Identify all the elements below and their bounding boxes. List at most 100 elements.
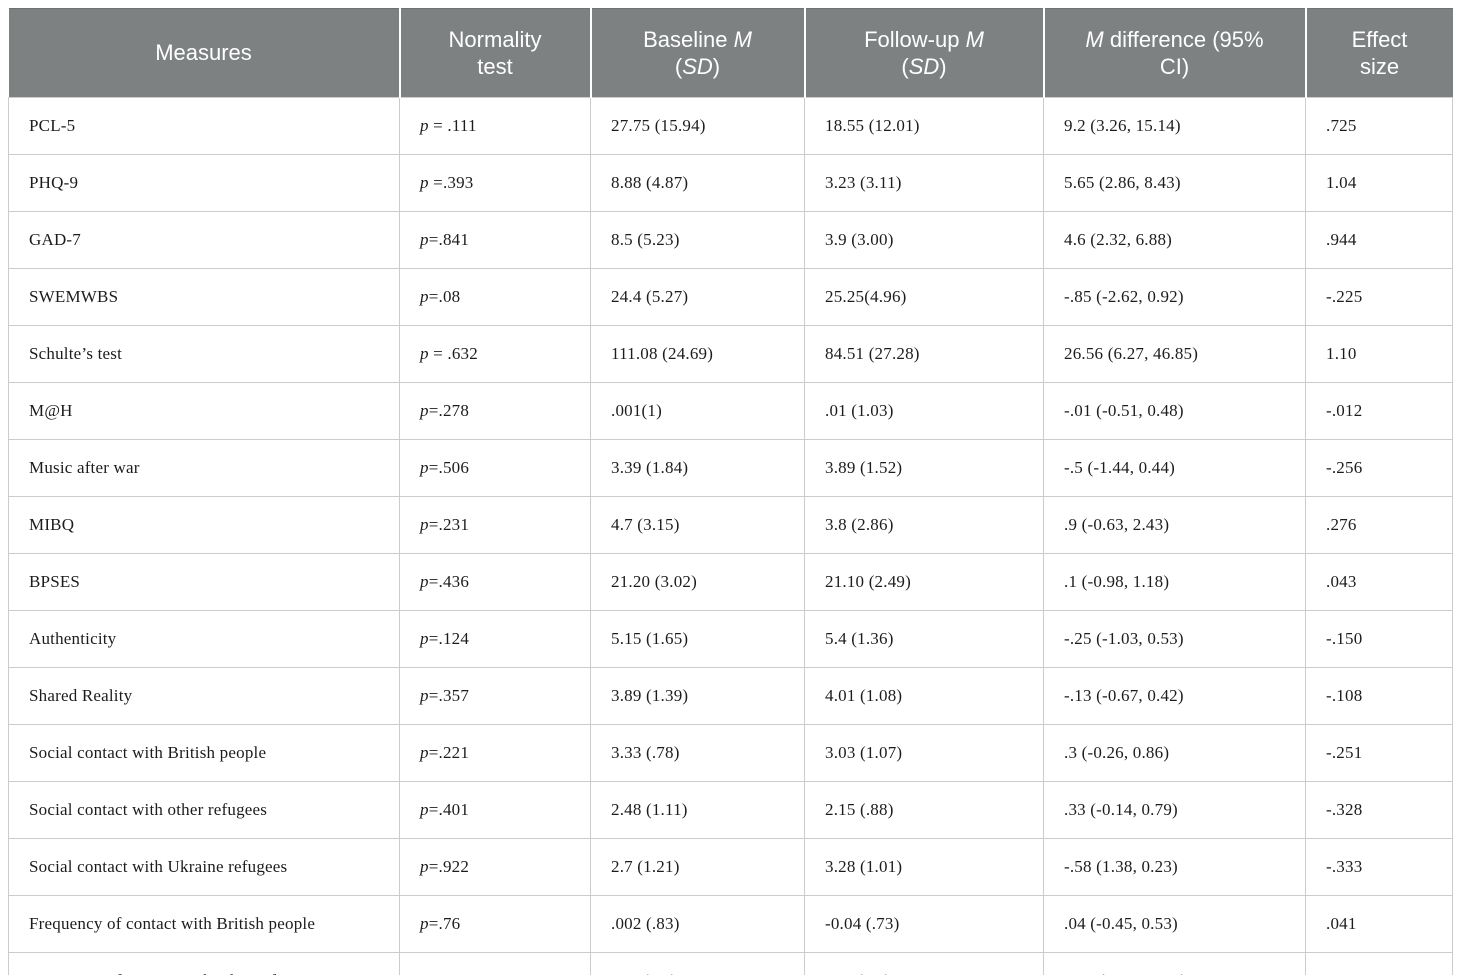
- table-row: Social contact with other refugees p=.401…: [8, 781, 1453, 839]
- header-effect-size: Effect size: [1304, 8, 1453, 98]
- cell-measure: Social contact with other refugees: [8, 781, 400, 839]
- cell-measure: Shared Reality: [8, 667, 400, 725]
- cell-normality: p=.841: [399, 211, 591, 269]
- table-row: Frequency of contact with other refugees…: [8, 952, 1453, 975]
- cell-normality: p=.401: [399, 781, 591, 839]
- cell-baseline: 5.15 (1.65): [590, 610, 805, 668]
- cell-effect: -.333: [1305, 838, 1453, 896]
- cell-measure: Social contact with British people: [8, 724, 400, 782]
- cell-measure: Schulte’s test: [8, 325, 400, 383]
- cell-followup: 84.51 (27.28): [804, 325, 1044, 383]
- cell-baseline: 4.7 (3.15): [590, 496, 805, 554]
- header-baseline-m-sd: Baseline M (SD): [589, 8, 805, 98]
- cell-measure: BPSES: [8, 553, 400, 611]
- cell-effect: .041: [1305, 895, 1453, 953]
- cell-effect: -.251: [1305, 724, 1453, 782]
- cell-effect: -.225: [1305, 268, 1453, 326]
- cell-baseline: .001(1): [590, 382, 805, 440]
- cell-diff: 4.6 (2.32, 6.88): [1043, 211, 1306, 269]
- cell-measure: M@H: [8, 382, 400, 440]
- header-m-difference: M difference (95% CI): [1042, 8, 1306, 98]
- cell-effect: 1.04: [1305, 154, 1453, 212]
- results-table: Measures Normality test Baseline M (SD) Fo…: [8, 8, 1453, 975]
- header-followup-m-sd: Follow-up M (SD): [803, 8, 1044, 98]
- cell-normality: p=.124: [399, 610, 591, 668]
- table-row: GAD-7 p=.841 8.5 (5.23) 3.9 (3.00) 4.6 (2.32…: [8, 211, 1453, 269]
- table-row: PHQ-9 p =.393 8.88 (4.87) 3.23 (3.11) 5.65 (…: [8, 154, 1453, 212]
- cell-followup: 3.28 (1.01): [804, 838, 1044, 896]
- cell-normality: p=.76: [399, 895, 591, 953]
- cell-normality: p=.231: [399, 496, 591, 554]
- table-row: Social contact with Ukraine refugees p=.9…: [8, 838, 1453, 896]
- cell-diff: -.01 (-0.51, 0.48): [1043, 382, 1306, 440]
- cell-baseline: 2.7 (1.21): [590, 838, 805, 896]
- cell-followup: .01 (1.03): [804, 382, 1044, 440]
- table-row: Social contact with British people p=.221…: [8, 724, 1453, 782]
- cell-followup: 3.89 (1.52): [804, 439, 1044, 497]
- cell-baseline: 8.5 (5.23): [590, 211, 805, 269]
- cell-diff: -.13 (-0.67, 0.42): [1043, 667, 1306, 725]
- cell-effect: -.328: [1305, 781, 1453, 839]
- table-row: MIBQ p=.231 4.7 (3.15) 3.8 (2.86) .9 (-0.63,…: [8, 496, 1453, 554]
- cell-normality: p=.221: [399, 724, 591, 782]
- cell-effect: -.150: [1305, 610, 1453, 668]
- table-row: Frequency of contact with British people…: [8, 895, 1453, 953]
- cell-diff: -.58 (1.38, 0.23): [1043, 838, 1306, 896]
- cell-diff: .04 (-0.45, 0.53): [1043, 895, 1306, 953]
- cell-baseline: 8.88 (4.87): [590, 154, 805, 212]
- cell-normality: p=.922: [399, 838, 591, 896]
- header-row: Measures Normality test Baseline M (SD) Fo…: [8, 8, 1453, 98]
- cell-baseline: 21.20 (3.02): [590, 553, 805, 611]
- cell-followup: 5.4 (1.36): [804, 610, 1044, 668]
- table-row: Authenticity p=.124 5.15 (1.65) 5.4 (1.36) -…: [8, 610, 1453, 668]
- cell-followup: 3.23 (3.11): [804, 154, 1044, 212]
- header-normality-test: Normality test: [398, 8, 591, 98]
- cell-followup: 4.01 (1.08): [804, 667, 1044, 725]
- cell-measure: PCL-5: [8, 97, 400, 155]
- cell-diff: .002 (-0.43, 0.43): [1043, 952, 1306, 975]
- cell-measure: GAD-7: [8, 211, 400, 269]
- table-header: Measures Normality test Baseline M (SD) Fo…: [8, 8, 1453, 98]
- cell-baseline: .002 (.83): [590, 895, 805, 953]
- cell-effect: -.256: [1305, 439, 1453, 497]
- cell-diff: 9.2 (3.26, 15.14): [1043, 97, 1306, 155]
- cell-measure: Music after war: [8, 439, 400, 497]
- cell-diff: .3 (-0.26, 0.86): [1043, 724, 1306, 782]
- cell-followup: -.05 (.88): [804, 952, 1044, 975]
- cell-measure: Frequency of contact with other refugees: [8, 952, 400, 975]
- cell-diff: .1 (-0.98, 1.18): [1043, 553, 1306, 611]
- cell-baseline: 2.48 (1.11): [590, 781, 805, 839]
- cell-baseline: 3.89 (1.39): [590, 667, 805, 725]
- cell-followup: 3.9 (3.00): [804, 211, 1044, 269]
- table-row: Music after war p=.506 3.39 (1.84) 3.89 (1.…: [8, 439, 1453, 497]
- cell-diff: 26.56 (6.27, 46.85): [1043, 325, 1306, 383]
- cell-normality: p=.278: [399, 382, 591, 440]
- table-row: PCL-5 p = .111 27.75 (15.94) 18.55 (12.01) 9…: [8, 97, 1453, 155]
- cell-normality: p =.393: [399, 154, 591, 212]
- header-measures: Measures: [8, 8, 400, 98]
- cell-baseline: 27.75 (15.94): [590, 97, 805, 155]
- cell-normality: p=.436: [399, 553, 591, 611]
- cell-diff: .9 (-0.63, 2.43): [1043, 496, 1306, 554]
- cell-measure: Social contact with Ukraine refugees: [8, 838, 400, 896]
- cell-normality: p=.747: [399, 952, 591, 975]
- cell-followup: 3.8 (2.86): [804, 496, 1044, 554]
- table-row: BPSES p=.436 21.20 (3.02) 21.10 (2.49) .1 (-…: [8, 553, 1453, 611]
- cell-baseline: 3.33 (.78): [590, 724, 805, 782]
- cell-measure: SWEMWBS: [8, 268, 400, 326]
- cell-followup: 2.15 (.88): [804, 781, 1044, 839]
- cell-normality: p=.357: [399, 667, 591, 725]
- cell-followup: 25.25(4.96): [804, 268, 1044, 326]
- cell-effect: -.108: [1305, 667, 1453, 725]
- cell-effect: .002: [1305, 952, 1453, 975]
- cell-baseline: 3.39 (1.84): [590, 439, 805, 497]
- cell-baseline: -.05 (.73): [590, 952, 805, 975]
- table-row: M@H p=.278.001(1) .01 (1.03) -.01 (-0.51, 0…: [8, 382, 1453, 440]
- cell-baseline: 111.08 (24.69): [590, 325, 805, 383]
- table-body: PCL-5 p = .111 27.75 (15.94) 18.55 (12.01) 9…: [8, 97, 1453, 975]
- cell-effect: .944: [1305, 211, 1453, 269]
- cell-effect: 1.10: [1305, 325, 1453, 383]
- cell-effect: -.012: [1305, 382, 1453, 440]
- cell-followup: -0.04 (.73): [804, 895, 1044, 953]
